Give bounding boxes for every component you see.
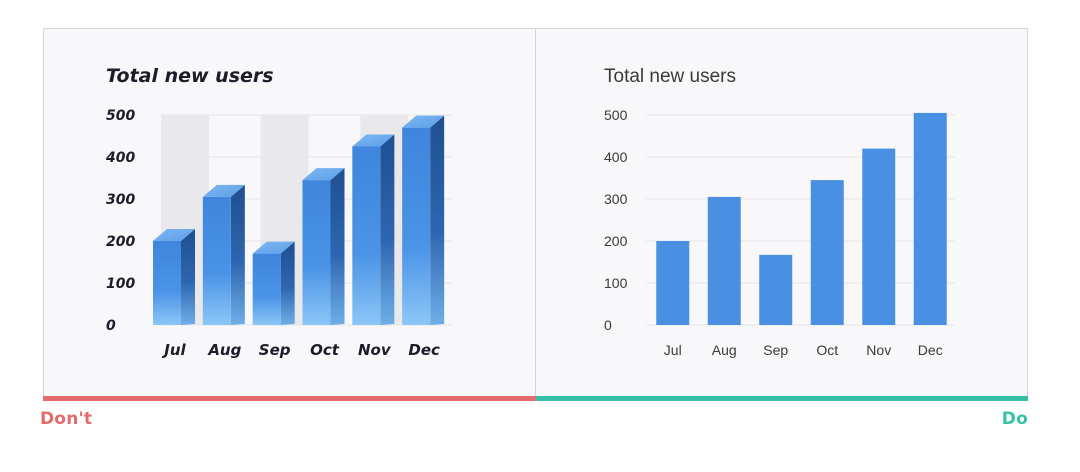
dont-underline [43, 396, 536, 401]
dont-x-tick-label: Oct [310, 341, 340, 359]
do-y-tick-label: 100 [604, 275, 628, 291]
dont-y-tick-label: 300 [106, 192, 135, 208]
dont-y-tick-label: 100 [106, 276, 135, 292]
dont-bar-side [280, 241, 295, 325]
dont-bar-side [330, 168, 345, 325]
dont-label: Don't [40, 409, 93, 429]
do-x-tick-label: Dec [918, 342, 943, 358]
dont-chart-title: Total new users [106, 65, 274, 87]
do-bar-sep [759, 254, 793, 325]
do-y-tick-label: 0 [604, 317, 612, 333]
dont-y-tick-label: 0 [106, 318, 116, 334]
do-chart: Total new users 0 100 200 300 400 500 Jul Aug Sep… [604, 66, 955, 358]
dont-bar-top [302, 168, 345, 181]
dont-bar-top [402, 115, 445, 128]
dont-bar-oct [302, 168, 345, 325]
dont-x-tick-label: Nov [358, 341, 392, 359]
do-bar-nov [862, 148, 896, 325]
do-x-tick-label: Oct [816, 342, 838, 358]
dont-chart: Total new users 0 100 200 300 400 500 Jul Aug Sep… [105, 65, 452, 359]
do-bar-oct [810, 180, 844, 325]
dont-x-tick-label: Aug [207, 341, 241, 359]
dont-bar-side [230, 184, 245, 325]
do-x-tick-label: Nov [866, 342, 891, 358]
do-y-tick-label: 200 [604, 233, 628, 249]
dont-bar-top [352, 134, 395, 147]
do-label: Do [1001, 409, 1028, 429]
do-bar-dec [913, 112, 947, 326]
dont-bar-front [402, 127, 431, 325]
dont-bar-front [302, 180, 331, 325]
dont-y-tick-label: 400 [105, 150, 135, 166]
dont-y-tick-label: 200 [106, 234, 135, 250]
do-underline [536, 396, 1028, 401]
do-y-tick-label: 300 [604, 191, 628, 207]
do-y-tick-label: 400 [604, 149, 628, 165]
dont-bar-top [252, 241, 295, 254]
dont-bar-front [153, 241, 181, 325]
dont-bar-front [252, 253, 281, 325]
do-bar-jul [656, 241, 690, 325]
dont-bar-aug [202, 184, 245, 325]
dont-bar-sep [252, 241, 295, 325]
dont-bar-top [153, 229, 195, 241]
dont-x-tick-label: Sep [259, 341, 291, 359]
dont-bar-front [352, 146, 381, 325]
dont-bar-jul [153, 229, 195, 325]
do-bar-aug [707, 196, 741, 325]
dont-bar-front [202, 196, 231, 325]
dont-x-tick-label: Jul [161, 341, 186, 359]
do-y-tick-label: 500 [604, 107, 628, 123]
dont-bar-side [380, 134, 395, 325]
dont-bar-dec [402, 115, 445, 325]
do-chart-title: Total new users [604, 66, 736, 87]
do-x-tick-label: Sep [763, 342, 788, 358]
dont-bar-side [181, 229, 195, 325]
dont-x-tick-label: Dec [408, 341, 440, 359]
do-x-tick-label: Jul [664, 342, 682, 358]
do-x-tick-label: Aug [712, 342, 737, 358]
dont-bar-side [430, 115, 445, 325]
dont-bar-nov [352, 134, 395, 325]
dont-bar-top [202, 184, 245, 197]
dont-y-tick-label: 500 [106, 108, 135, 124]
